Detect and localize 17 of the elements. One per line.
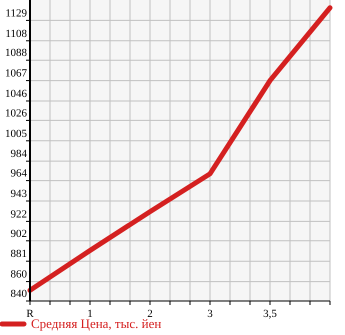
y-tick-label: 1108 (5, 28, 28, 40)
y-tick-label: 984 (10, 148, 28, 160)
y-tick-label: 881 (10, 248, 27, 260)
y-tick-label: 1067 (5, 68, 28, 80)
y-tick-label: 1026 (5, 107, 28, 120)
y-tick-label: 1129 (5, 7, 28, 20)
y-tick-label: 964 (10, 168, 28, 180)
y-tick-label: 860 (10, 268, 28, 281)
y-tick-label: 1088 (5, 47, 28, 60)
x-tick-label: 3,5 (263, 308, 278, 320)
y-tick-label: 1005 (5, 128, 28, 140)
y-tick-label: 840 (10, 288, 28, 300)
y-tick-label: 922 (10, 208, 27, 220)
x-tick-label: 3 (207, 308, 214, 320)
y-tick-label: 943 (10, 188, 28, 200)
y-tick-label: 1046 (5, 88, 28, 100)
y-tick-label: 902 (10, 228, 27, 240)
